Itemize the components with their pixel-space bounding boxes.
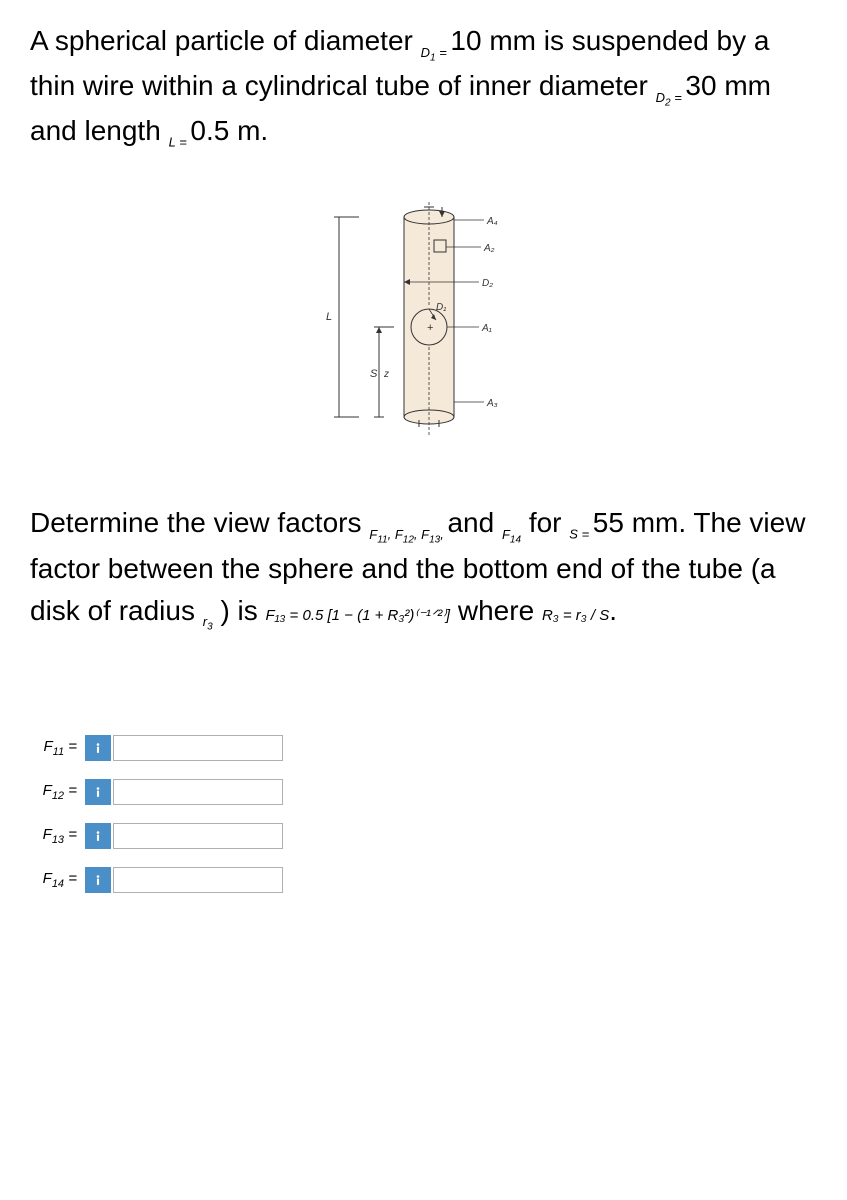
answer-input-f11[interactable] — [113, 735, 283, 761]
info-icon[interactable] — [85, 867, 111, 893]
answer-section: F11 = F12 = F13 = F14 = — [30, 735, 817, 893]
var-f14: F14 — [502, 527, 521, 542]
label-l: L — [326, 311, 332, 323]
info-icon[interactable] — [85, 823, 111, 849]
text-segment: where — [458, 595, 542, 626]
text-segment: 0.5 m. — [190, 115, 268, 146]
var-s: S = — [569, 527, 593, 542]
label-d1: D₁ — [436, 302, 446, 313]
text-segment: Determine the view factors — [30, 507, 369, 538]
info-icon[interactable] — [85, 779, 111, 805]
answer-input-f13[interactable] — [113, 823, 283, 849]
diagram-container: + D₁ L S z D₂ A₄ A₂ A₁ A₃ — [30, 192, 817, 452]
text-segment: for — [529, 507, 569, 538]
answer-row-f13: F13 = — [30, 823, 817, 849]
var-f11: F11 — [369, 527, 387, 542]
var-f13: F13 — [421, 527, 440, 542]
var-r3: r3 — [203, 614, 213, 629]
label-a3: A₃ — [486, 398, 498, 409]
label-a1: A₁ — [481, 323, 492, 334]
answer-label: F12 = — [30, 782, 85, 802]
answer-row-f14: F14 = — [30, 867, 817, 893]
formula-r3: R₃ = r₃ / S — [542, 607, 609, 624]
var-d1: D1 = — [421, 45, 451, 60]
text-segment: ) is — [220, 595, 265, 626]
label-d2: D₂ — [482, 278, 493, 289]
label-a2: A₂ — [483, 243, 495, 254]
text-segment: A spherical particle of diameter — [30, 25, 421, 56]
text-segment: and — [447, 507, 502, 538]
answer-label: F11 = — [30, 738, 85, 758]
tube-sphere-diagram: + D₁ L S z D₂ A₄ A₂ A₁ A₃ — [284, 192, 564, 452]
answer-input-f12[interactable] — [113, 779, 283, 805]
problem-paragraph-2: Determine the view factors F11, F12, F13… — [30, 502, 817, 634]
answer-row-f11: F11 = — [30, 735, 817, 761]
svg-text:+: + — [427, 322, 433, 334]
label-z: z — [383, 369, 389, 380]
answer-row-f12: F12 = — [30, 779, 817, 805]
info-icon[interactable] — [85, 735, 111, 761]
label-a4: A₄ — [486, 216, 498, 227]
var-d2: D2 = — [656, 90, 686, 105]
answer-label: F14 = — [30, 870, 85, 890]
answer-input-f14[interactable] — [113, 867, 283, 893]
formula-f13: F₁₃ = 0.5 [1 − (1 + R₃²)⁽⁻¹ᐟ²⁾] — [266, 607, 451, 624]
label-s: S — [370, 368, 378, 380]
var-f12: F12 — [395, 527, 414, 542]
var-l: L = — [169, 135, 191, 150]
problem-paragraph-1: A spherical particle of diameter D1 = 10… — [30, 20, 817, 152]
answer-label: F13 = — [30, 826, 85, 846]
